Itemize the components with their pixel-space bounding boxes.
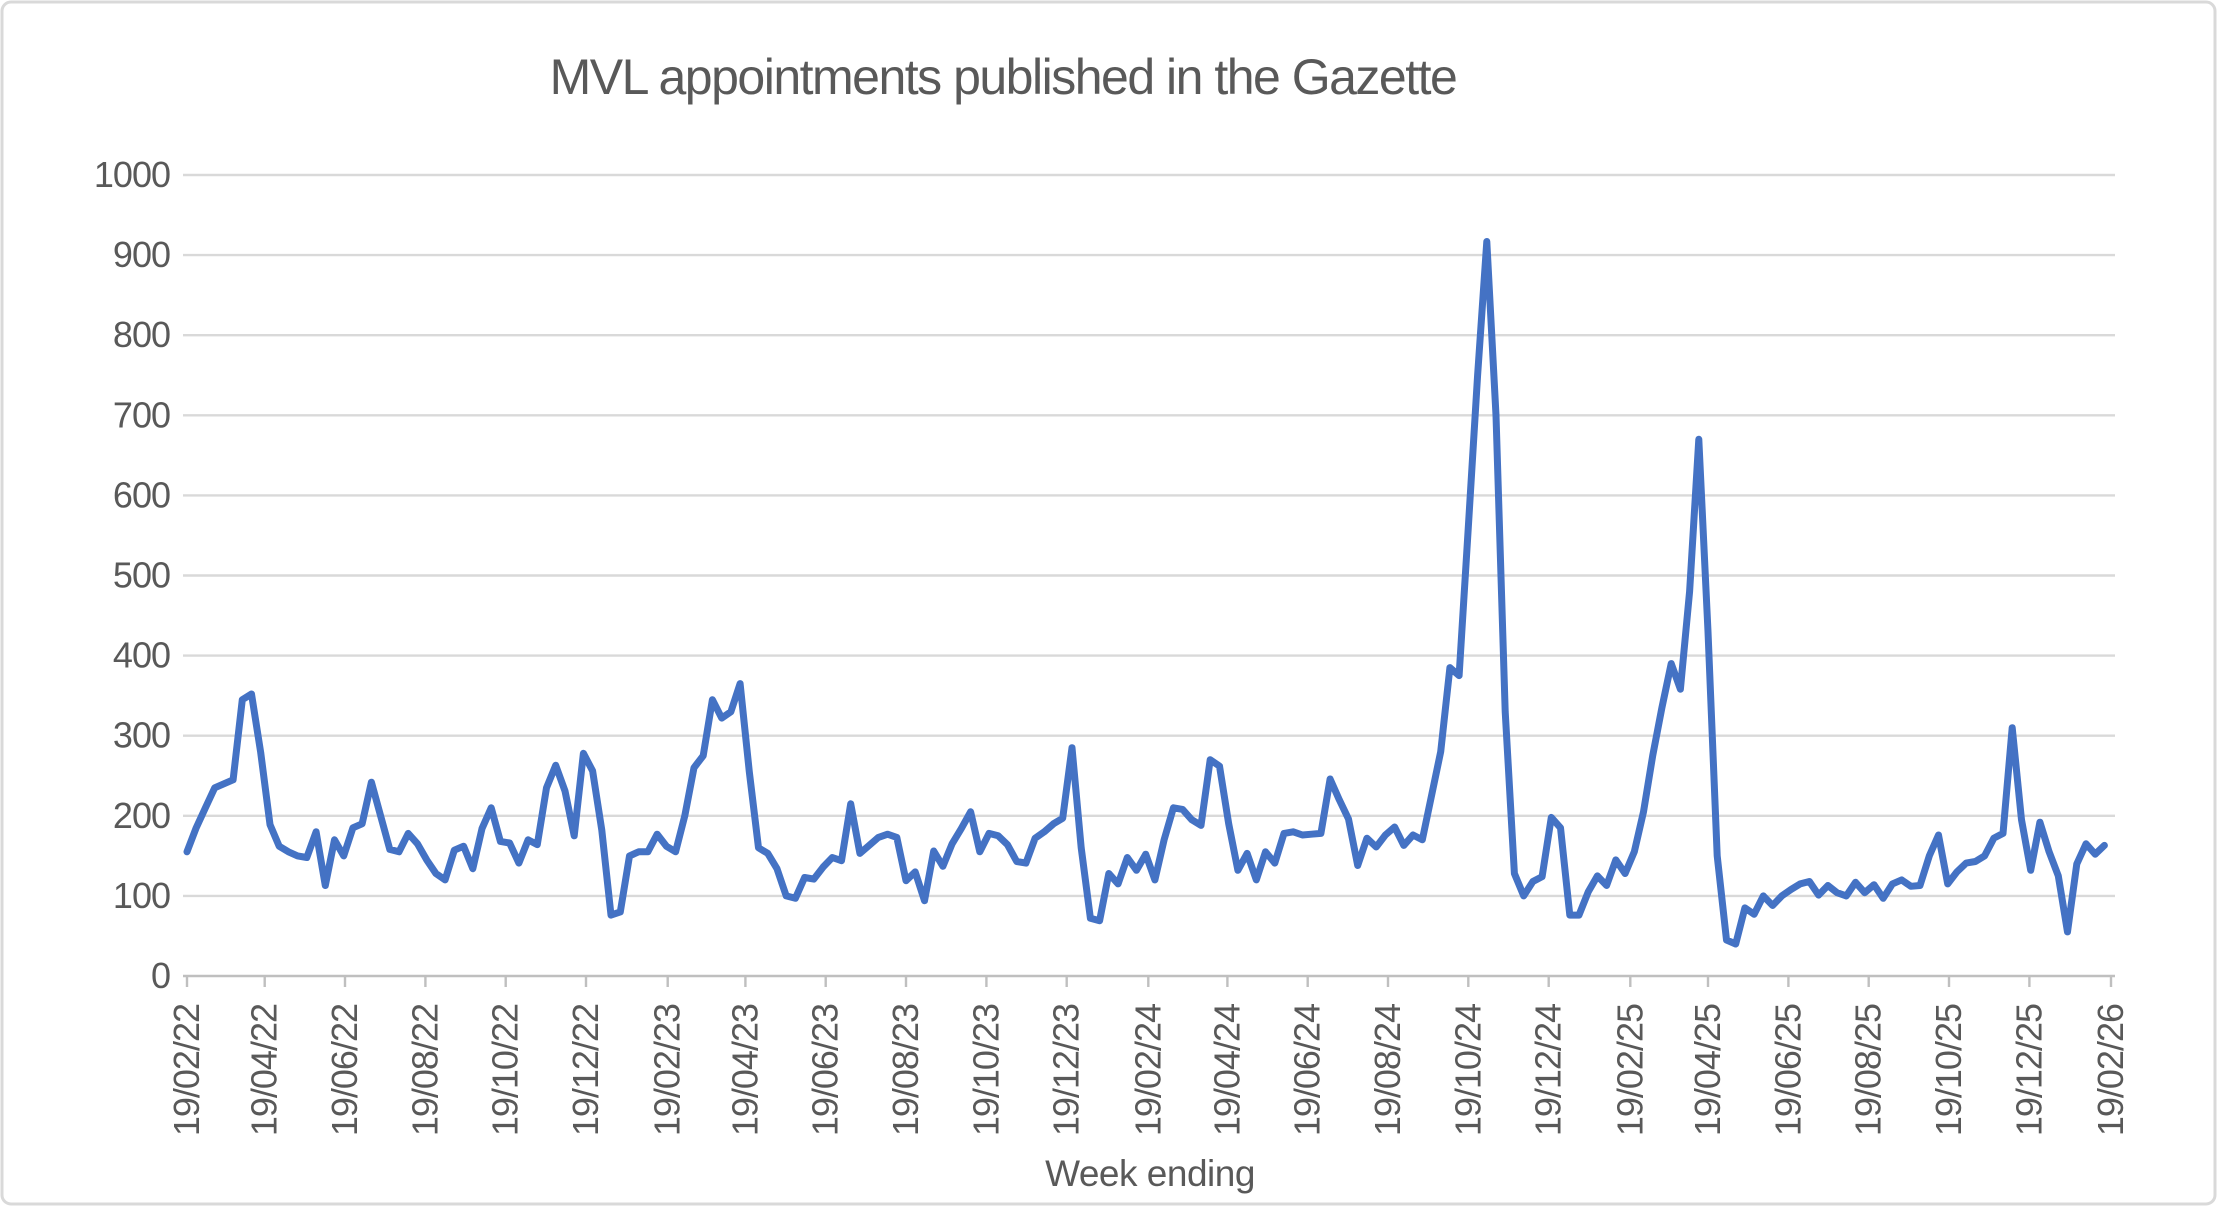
x-tick-label-20: 19/06/25 [1767,1004,1808,1136]
x-tick-label-14: 19/06/24 [1287,1004,1328,1136]
x-tick-label-0: 19/02/22 [166,1004,207,1136]
x-tick-label-18: 19/02/25 [1609,1004,1650,1136]
x-tick-label-11: 19/12/23 [1046,1004,1087,1136]
y-tick-label-900: 900 [113,234,170,275]
x-tick-label-3: 19/08/22 [404,1004,445,1136]
y-tick-label-300: 300 [113,715,170,756]
x-tick-label-9: 19/08/23 [885,1004,926,1136]
x-tick-label-24: 19/02/26 [2090,1004,2131,1136]
y-tick-label-800: 800 [113,314,170,355]
x-tick-label-15: 19/08/24 [1367,1004,1408,1136]
chart-title: MVL appointments published in the Gazett… [550,49,1457,105]
x-tick-label-22: 19/10/25 [1928,1004,1969,1136]
series-line-mvl-appointments [183,238,2108,948]
x-axis: 19/02/22 19/04/22 19/06/22 19/08/22 19/10/22… [166,974,2131,1136]
x-tick-label-7: 19/04/23 [724,1004,765,1136]
y-tick-label-700: 700 [113,394,170,435]
x-axis-title: Week ending [1045,1153,1255,1194]
x-tick-label-21: 19/08/25 [1848,1004,1889,1136]
x-tick-label-12: 19/02/24 [1127,1004,1168,1136]
y-tick-label-400: 400 [113,635,170,676]
data-series [183,238,2108,948]
gridlines [183,173,2115,898]
x-tick-label-1: 19/04/22 [244,1004,285,1136]
x-tick-label-8: 19/06/23 [805,1004,846,1136]
x-tick-label-13: 19/04/24 [1206,1004,1247,1136]
x-tick-label-6: 19/02/23 [647,1004,688,1136]
y-tick-label-500: 500 [113,555,170,596]
y-axis-labels: 0 100 200 300 400 500 600 700 800 900 1000 [94,154,171,996]
x-tick-label-19: 19/04/25 [1687,1004,1728,1136]
y-tick-label-1000: 1000 [94,154,170,195]
y-tick-label-0: 0 [151,955,170,996]
x-tick-label-10: 19/10/23 [965,1004,1006,1136]
x-tick-label-17: 19/12/24 [1528,1004,1569,1136]
x-tick-label-5: 19/12/22 [565,1004,606,1136]
y-tick-label-600: 600 [113,474,170,515]
x-tick-label-2: 19/06/22 [324,1004,365,1136]
y-tick-label-200: 200 [113,795,170,836]
x-tick-label-4: 19/10/22 [485,1004,526,1136]
x-tick-label-23: 19/12/25 [2008,1004,2049,1136]
y-tick-label-100: 100 [113,875,170,916]
x-tick-label-16: 19/10/24 [1447,1004,1488,1136]
